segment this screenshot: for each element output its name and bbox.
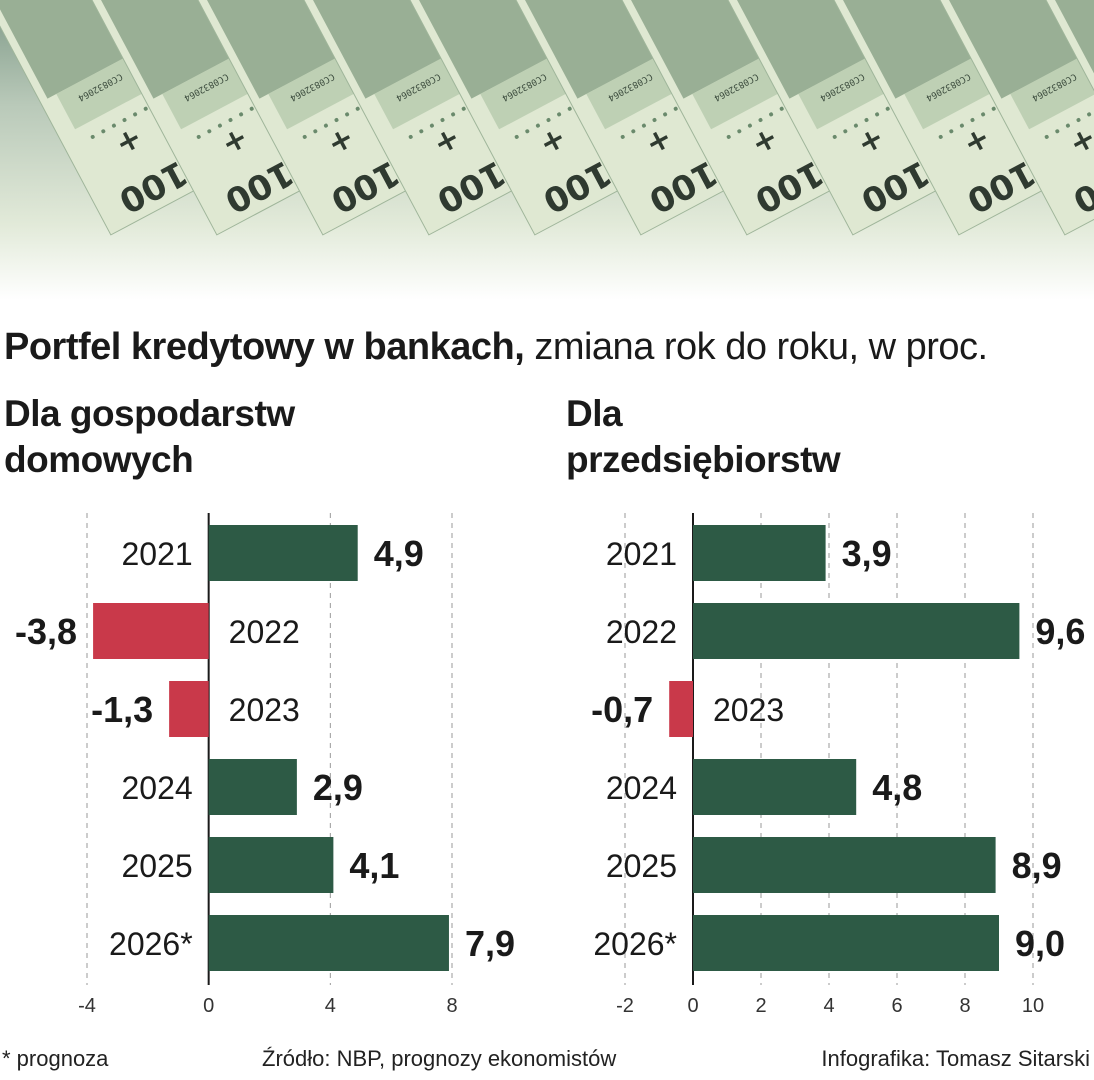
category-label: 2021	[606, 536, 677, 572]
category-label: 2022	[606, 614, 677, 650]
bar	[208, 915, 449, 971]
bar	[669, 681, 693, 737]
right-panel-title-line1: Dla	[566, 393, 623, 434]
category-label: 2026*	[109, 926, 193, 962]
x-tick-label: 10	[1022, 995, 1044, 1017]
bar	[693, 525, 826, 581]
category-label: 2023	[229, 692, 300, 728]
value-label: -3,8	[15, 611, 77, 652]
category-label: 2023	[713, 692, 784, 728]
category-label: 2025	[606, 848, 677, 884]
x-tick-label: 4	[823, 995, 834, 1017]
value-label: 9,6	[1035, 611, 1085, 652]
x-tick-label: 8	[959, 995, 970, 1017]
x-tick-label: 0	[203, 995, 214, 1017]
business-loans-chart: -2 0 2 4 6 8 10 2021 3,9 2022 9,6 2023 -0,7 2024 4,8 20…	[591, 513, 1085, 1017]
left-panel-title: Dla gospodarstw domowych	[4, 391, 295, 483]
chart-title-bold: Portfel kredytowy w bankach,	[4, 326, 525, 368]
value-label: 4,1	[349, 845, 399, 886]
banknote-banner-image: +100 CC0832064 +100 CC0832064 +100 CC0832064 +…	[0, 0, 1094, 300]
bar	[693, 759, 857, 815]
bar	[693, 915, 999, 971]
right-panel-title: Dla przedsiębiorstw	[566, 391, 841, 483]
bar	[208, 525, 358, 581]
source-note: Źródło: NBP, prognozy ekonomistów	[262, 1046, 617, 1071]
x-tick-label: -4	[78, 995, 96, 1017]
bar	[169, 681, 209, 737]
bar	[208, 759, 297, 815]
banknotes-illustration: +100CC0832064+100CC0832064+100CC0832064+…	[0, 0, 1094, 236]
x-tick-label: 2	[755, 995, 766, 1017]
household-loans-chart: -4 0 4 8 2021 4,9 2022 -3,8 2023 -1,3 2024 2,9 2025 4…	[15, 513, 515, 1017]
bar	[693, 837, 996, 893]
bar	[208, 837, 334, 893]
category-label: 2021	[121, 536, 192, 572]
category-label: 2026*	[593, 926, 677, 962]
left-panel-title-line2: domowych	[4, 439, 194, 480]
category-label: 2025	[121, 848, 192, 884]
value-label: -1,3	[91, 689, 153, 730]
bar	[693, 603, 1020, 659]
chart-subtitle: zmiana rok do roku, w proc.	[524, 326, 988, 368]
x-tick-label: 8	[446, 995, 457, 1017]
value-label: 7,9	[465, 923, 515, 964]
x-tick-label: 6	[891, 995, 902, 1017]
forecast-note: * prognoza	[2, 1046, 109, 1071]
value-label: -0,7	[591, 689, 653, 730]
x-tick-label: 4	[325, 995, 336, 1017]
value-label: 4,8	[872, 767, 922, 808]
right-panel-title-line2: przedsiębiorstw	[566, 439, 841, 480]
value-label: 3,9	[842, 533, 892, 574]
category-label: 2022	[229, 614, 300, 650]
value-label: 9,0	[1015, 923, 1065, 964]
chart-title: Portfel kredytowy w bankach, zmiana rok …	[4, 326, 988, 369]
left-panel-title-line1: Dla gospodarstw	[4, 393, 295, 434]
value-label: 8,9	[1012, 845, 1062, 886]
value-label: 2,9	[313, 767, 363, 808]
category-label: 2024	[606, 770, 677, 806]
x-tick-label: -2	[616, 995, 634, 1017]
bar	[93, 603, 209, 659]
value-label: 4,9	[374, 533, 424, 574]
x-tick-label: 0	[687, 995, 698, 1017]
category-label: 2024	[121, 770, 192, 806]
credit-note: Infografika: Tomasz Sitarski	[821, 1046, 1090, 1071]
